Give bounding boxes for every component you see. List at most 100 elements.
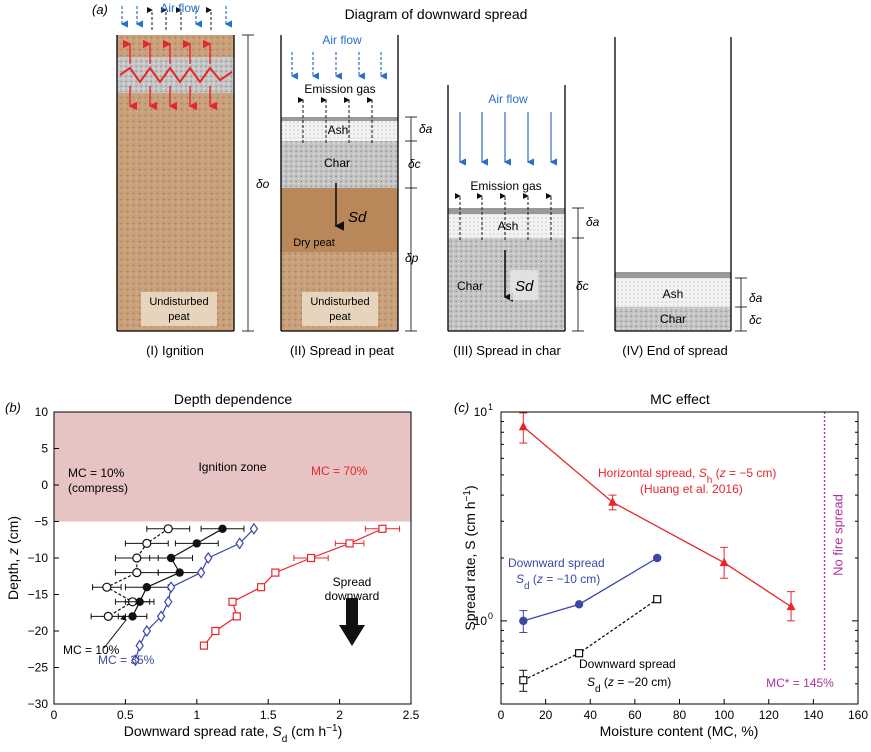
label-downward-20-z: Sd (z = −20 cm) (587, 675, 671, 695)
data-point (652, 553, 662, 563)
column-ignition: Air flow Undisturbed peat δo (I) Ignitio… (116, 1, 270, 358)
x-tick-label: 80 (673, 708, 687, 722)
no-fire-spread-label: No fire spread (831, 494, 846, 576)
data-point (653, 595, 662, 604)
ash-top-band (448, 208, 565, 214)
label-mc10-arrow (103, 614, 127, 649)
peat-gas-arrows (298, 97, 373, 143)
panel-c-label: (c) (454, 400, 469, 415)
char-label: Char (457, 279, 483, 293)
x-tick-label: 140 (803, 708, 823, 722)
y-tick-label: 0 (41, 478, 48, 492)
panel-b-series (90, 522, 401, 667)
smolder-zigzag (119, 66, 233, 84)
label-horizontal-spread: Horizontal spread, Sh (z = −5 cm) (598, 466, 776, 486)
data-point (102, 582, 112, 592)
dim-label-c: δc (749, 313, 762, 327)
data-point (199, 641, 209, 650)
label-huang: (Huang et al. 2016) (640, 482, 743, 496)
x-tick-label: 2.5 (403, 708, 420, 722)
ash-label: Ash (498, 219, 519, 233)
data-point (574, 649, 584, 658)
data-point (256, 583, 266, 592)
data-point (203, 551, 213, 565)
data-point (271, 568, 280, 577)
peat-label: peat (329, 311, 350, 323)
series-line (134, 528, 255, 661)
data-point (218, 524, 227, 533)
data-point (142, 538, 152, 549)
ash-label: Ash (328, 123, 349, 137)
dim-label-p: δp (405, 251, 419, 265)
sd-label: Sd (515, 278, 534, 295)
data-point (128, 612, 137, 621)
ignition-red-arrows (123, 39, 217, 111)
label-downward-20: Downward spread (579, 657, 676, 671)
data-point (518, 421, 528, 431)
panel-c-y-axis-label: Spread rate, S (cm h−1) (462, 485, 479, 630)
panel-b-y-axis-label: Depth, z (cm) (5, 516, 21, 600)
data-point (378, 524, 387, 533)
x-tick-label: 0 (51, 708, 58, 722)
sd-label-box (510, 270, 538, 300)
label-downward-10-z: Sd (z = −10 cm) (516, 572, 600, 592)
y-tick-label: −5 (34, 515, 48, 529)
y-tick-label: −20 (28, 624, 49, 638)
panel-b: (b) Depth dependence Ignition zone 0 0.5 1… (5, 391, 420, 745)
column-end-of-spread: Ash Char δa δc (IV) End of spread (614, 37, 763, 358)
caption-spread-in-char: (III) Spread in char (453, 343, 561, 358)
label-mc10-compress: MC = 10% (68, 466, 125, 480)
panel-b-label: (b) (5, 400, 21, 415)
panel-b-x-axis-label: Downward spread rate, Sd (cm h−1) (124, 723, 343, 745)
series-labels: MC = 10% (compress) MC = 10% MC = 35% MC… (63, 464, 379, 667)
column-spread-in-peat: Air flow Emission gas Ash Char Sd Dry pe… (280, 33, 433, 358)
dry-peat-layer (281, 188, 398, 252)
x-tick-label: 160 (848, 708, 868, 722)
label-compress: (compress) (68, 481, 128, 495)
data-point (574, 600, 584, 609)
undisturbed-label: Undisturbed (310, 296, 369, 308)
ignition-air-arrows (120, 6, 232, 30)
data-point (235, 537, 244, 550)
ignition-zone-label: Ignition zone (198, 460, 266, 474)
ash-label: Ash (663, 287, 684, 301)
series-line (522, 426, 792, 608)
char-layer (281, 141, 398, 188)
data-point (166, 553, 176, 563)
y-tick-label: −15 (28, 588, 49, 602)
label-downward-10: Downward spread (508, 556, 605, 570)
panel-a-label: (a) (92, 2, 108, 17)
data-point (249, 522, 259, 535)
data-point (306, 553, 316, 563)
y-tick-label: 10 (474, 405, 488, 419)
x-tick-label: 120 (759, 708, 779, 722)
spread-downward-line2: downward (325, 589, 380, 603)
data-point (519, 616, 528, 626)
air-flow-label: Air flow (160, 1, 200, 15)
data-point (132, 567, 142, 578)
data-point (135, 639, 144, 652)
data-point (135, 597, 144, 606)
ash-top-band (615, 272, 731, 278)
char-air-arrows (458, 112, 557, 166)
label-mc70: MC = 70% (311, 464, 368, 478)
panel-c-x-axis-label: Moisture content (MC, %) (600, 723, 759, 739)
series-labels: Horizontal spread, Sh (z = −5 cm) (Huang… (508, 466, 846, 695)
dim-label-c: δc (576, 279, 589, 293)
peat-label: peat (168, 311, 189, 323)
data-point (192, 539, 201, 548)
label-box (302, 292, 378, 326)
x-tick-label: 0 (498, 708, 505, 722)
dim-label-c: δc (408, 157, 421, 171)
x-tick-label: 1 (193, 708, 200, 722)
data-point (608, 497, 618, 506)
undisturbed-label: Undisturbed (149, 296, 208, 308)
dim-label-a: δa (586, 215, 600, 229)
x-tick-label: 2 (336, 708, 343, 722)
sd-label: Sd (348, 209, 367, 226)
air-flow-label: Air flow (488, 92, 528, 106)
char-layer (615, 307, 731, 331)
ignition-zone-band (54, 412, 411, 522)
y-tick-label: −10 (28, 551, 49, 565)
spread-downward-arrow (339, 598, 365, 646)
